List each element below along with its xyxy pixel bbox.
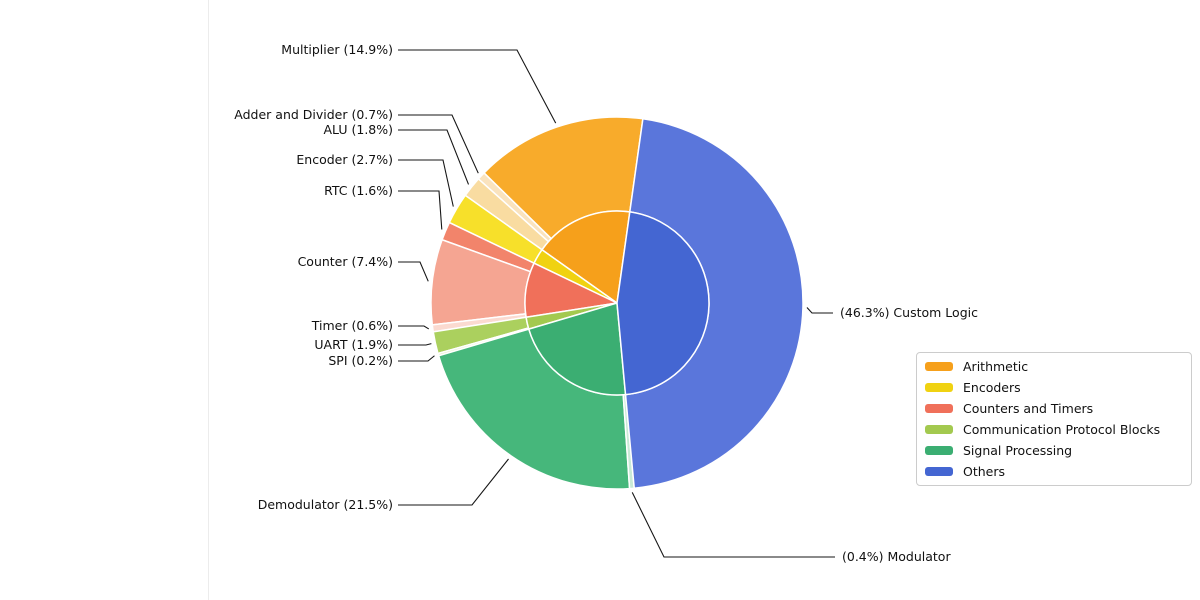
legend-swatch-others bbox=[925, 467, 953, 476]
legend-label-communication-protocol-blocks: Communication Protocol Blocks bbox=[963, 422, 1161, 437]
slice-label-multiplier: Multiplier (14.9%) bbox=[281, 42, 393, 57]
legend-item-others: Others bbox=[925, 461, 1183, 482]
legend-swatch-counters-and-timers bbox=[925, 404, 953, 413]
slice-label-counter: Counter (7.4%) bbox=[297, 254, 393, 269]
legend-swatch-arithmetic bbox=[925, 362, 953, 371]
slice-label-modulator: (0.4%) Modulator bbox=[842, 549, 951, 564]
slice-label-encoder: Encoder (2.7%) bbox=[296, 152, 393, 167]
slice-label-demodulator: Demodulator (21.5%) bbox=[257, 497, 393, 512]
slice-label-rtc: RTC (1.6%) bbox=[324, 183, 393, 198]
inner-wedge-others bbox=[616, 211, 710, 396]
legend-label-counters-and-timers: Counters and Timers bbox=[963, 401, 1094, 416]
leader-line-custom-logic bbox=[806, 307, 833, 314]
slice-label-adder-and-divider: Adder and Divider (0.7%) bbox=[234, 107, 393, 122]
leader-line-adder-and-divider bbox=[398, 114, 479, 174]
leader-line-modulator bbox=[631, 492, 835, 558]
legend-label-others: Others bbox=[963, 464, 1006, 479]
legend-label-encoders: Encoders bbox=[963, 380, 1021, 395]
inner-wedge-signal-processing bbox=[528, 302, 627, 396]
slice-label-alu: ALU (1.8%) bbox=[323, 122, 393, 137]
legend-item-communication-protocol-blocks: Communication Protocol Blocks bbox=[925, 419, 1183, 440]
leader-line-multiplier bbox=[398, 49, 557, 124]
inner-wedge-arithmetic bbox=[541, 210, 631, 304]
leader-line-timer bbox=[398, 325, 430, 330]
page-edge-line bbox=[208, 0, 209, 600]
legend-item-signal-processing: Signal Processing bbox=[925, 440, 1183, 461]
leader-line-alu bbox=[398, 129, 470, 185]
legend-swatch-signal-processing bbox=[925, 446, 953, 455]
leader-line-rtc bbox=[398, 190, 443, 230]
leader-line-demodulator bbox=[398, 458, 509, 506]
slice-label-uart: UART (1.9%) bbox=[314, 337, 393, 352]
legend-swatch-encoders bbox=[925, 383, 953, 392]
slice-label-spi: SPI (0.2%) bbox=[328, 353, 393, 368]
leader-line-encoder bbox=[398, 159, 454, 207]
leader-line-counter bbox=[398, 261, 429, 282]
legend-item-encoders: Encoders bbox=[925, 377, 1183, 398]
legend-label-arithmetic: Arithmetic bbox=[963, 359, 1029, 374]
legend: Arithmetic Encoders Counters and Timers … bbox=[916, 352, 1192, 486]
legend-item-arithmetic: Arithmetic bbox=[925, 356, 1183, 377]
slice-label-custom-logic: (46.3%) Custom Logic bbox=[840, 305, 978, 320]
leader-line-uart bbox=[398, 343, 432, 346]
legend-item-counters-and-timers: Counters and Timers bbox=[925, 398, 1183, 419]
slice-label-timer: Timer (0.6%) bbox=[311, 318, 393, 333]
leader-line-spi bbox=[398, 355, 435, 362]
legend-swatch-communication-protocol-blocks bbox=[925, 425, 953, 434]
legend-label-signal-processing: Signal Processing bbox=[963, 443, 1073, 458]
